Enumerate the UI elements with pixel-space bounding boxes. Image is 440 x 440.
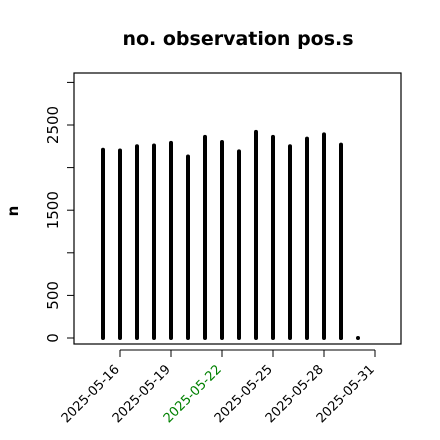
y-axis-label: n [4,206,22,217]
x-axis: 2025-05-162025-05-192025-05-222025-05-25… [59,349,378,426]
bar-series [101,129,360,340]
zero-point [339,336,343,340]
plot-frame [73,72,402,345]
y-tick-label: 500 [44,281,62,310]
y-tick-label: 0 [44,333,62,343]
zero-point [356,336,360,340]
y-axis: 0 500 1500 2500 [44,81,74,343]
y-tick-label: 1500 [44,191,62,229]
chart-title: no. observation pos.s [122,28,353,50]
y-tick-label: 2500 [44,106,62,144]
